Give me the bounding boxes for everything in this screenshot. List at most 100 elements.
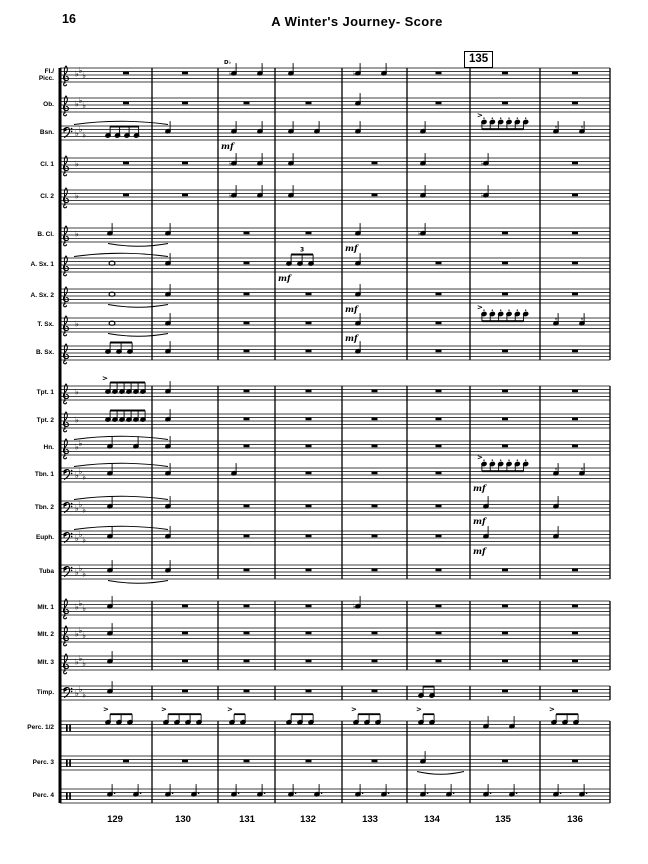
svg-text:♭: ♭ (229, 70, 232, 78)
staff-tpt-2: ♭ (60, 409, 610, 433)
staff-fl-picc: ♭ ♭♭D♭♭ ♭ (60, 60, 610, 87)
svg-text:♭: ♭ (82, 535, 86, 544)
svg-text:♭: ♭ (481, 192, 484, 200)
svg-text:♭: ♭ (79, 654, 83, 663)
svg-text:mf: mf (473, 547, 487, 557)
svg-text:3: 3 (300, 247, 304, 254)
svg-text:>: > (416, 706, 422, 714)
svg-text:♭: ♭ (75, 160, 79, 169)
svg-text:>: > (351, 706, 357, 714)
svg-text:mf: mf (473, 484, 487, 494)
measure-number-131: 131 (239, 814, 255, 825)
svg-text:D♭: D♭ (224, 60, 232, 66)
svg-text:>: > (477, 454, 483, 462)
staff-euph: ♭ ♭♭ mf (60, 525, 610, 557)
svg-text:♭: ♭ (75, 534, 79, 543)
staff-mlt-1: ♭ ♭♭ ♭ (60, 596, 610, 620)
svg-text:mf: mf (473, 517, 487, 527)
svg-text:♭: ♭ (79, 125, 83, 134)
svg-text:♭: ♭ (75, 416, 79, 425)
svg-text:mf: mf (345, 244, 359, 254)
staff-label-tbn-1: Tbn. 1 (34, 471, 54, 479)
score-title: A Winter's Journey- Score (271, 14, 443, 29)
staff-perc-1-2: > > > > > > (60, 706, 610, 736)
staff-label-mlt-3: Mlt. 3 (37, 659, 54, 667)
svg-text:♭: ♭ (82, 690, 86, 699)
staff-label-a-sx-1: A. Sx. 1 (30, 261, 54, 269)
staff-label-euph: Euph. (35, 534, 54, 542)
svg-text:♭: ♭ (75, 630, 79, 639)
svg-text:♭: ♭ (75, 388, 79, 397)
staff-a-sx-2: mf (60, 284, 610, 315)
staff-perc-4 (60, 784, 610, 804)
staff-label-mlt-2: Mlt. 2 (37, 631, 54, 639)
svg-text:♭: ♭ (82, 472, 86, 481)
staff-label-perc-4: Perc. 4 (32, 792, 54, 800)
svg-text:>: > (477, 304, 483, 312)
svg-text:>: > (477, 112, 483, 120)
svg-text:♭: ♭ (79, 467, 83, 476)
staff-label-tbn-2: Tbn. 2 (34, 504, 54, 512)
svg-text:♭: ♭ (82, 569, 86, 578)
staff-tuba: ♭ ♭♭ (60, 560, 610, 584)
staff-label-cl-1: Cl. 1 (40, 161, 54, 169)
svg-text:mf: mf (221, 142, 235, 152)
measure-number-129: 129 (107, 814, 123, 825)
staff-a-sx-1: 3 mf (60, 247, 610, 284)
staff-timp: ♭ ♭♭ (60, 681, 610, 701)
svg-text:♭: ♭ (82, 659, 86, 668)
staff-mlt-3: ♭ ♭♭ (60, 651, 610, 675)
staff-label-b-cl: B. Cl. (37, 231, 54, 239)
staff-t-sx: ♭ mf > (60, 304, 610, 344)
svg-text:♭: ♭ (229, 192, 232, 200)
staff-label-cl-2: Cl. 2 (40, 193, 54, 201)
staff-label-ob: Ob. (43, 101, 54, 109)
svg-text:♭: ♭ (82, 101, 86, 110)
svg-text:♭: ♭ (82, 71, 86, 80)
svg-text:♭: ♭ (82, 604, 86, 613)
staff-label-fl-picc: Fl./ Picc. (38, 67, 54, 82)
staff-hn: ♭ ♭ (60, 435, 610, 460)
svg-text:♭: ♭ (79, 66, 83, 75)
svg-text:♭: ♭ (79, 599, 83, 608)
staff-tpt-1: ♭> (60, 375, 610, 405)
svg-text:♭: ♭ (79, 96, 83, 105)
svg-text:mf: mf (345, 305, 359, 315)
svg-text:mf: mf (345, 334, 359, 344)
staff-label-a-sx-2: A. Sx. 2 (30, 292, 54, 300)
staff-label-bsn: Bsn. (39, 129, 54, 137)
svg-text:♭: ♭ (82, 631, 86, 640)
page-number: 16 (62, 12, 76, 26)
svg-text:>: > (102, 375, 108, 383)
staff-label-tpt-2: Tpt. 2 (36, 417, 54, 425)
measure-number-130: 130 (175, 814, 191, 825)
staff-label-tuba: Tuba (38, 568, 54, 576)
staff-label-mlt-1: Mlt. 1 (37, 604, 54, 612)
svg-text:♭: ♭ (79, 530, 83, 539)
svg-text:♭: ♭ (75, 603, 79, 612)
staff-label-perc-1-2: Perc. 1/2 (27, 724, 54, 732)
svg-text:♭: ♭ (82, 130, 86, 139)
svg-text:♭: ♭ (79, 626, 83, 635)
svg-text:♭: ♭ (75, 192, 79, 201)
staff-cl-2: ♭ ♭ ♭ (60, 185, 610, 209)
staff-b-cl: ♭ mf ♭ (60, 223, 610, 254)
staff-mlt-2: ♭ ♭♭ (60, 623, 610, 647)
staff-ob: ♭ ♭♭ (60, 93, 610, 117)
svg-text:♭: ♭ (229, 160, 232, 168)
svg-text:♭: ♭ (353, 70, 356, 78)
svg-text:♭: ♭ (75, 504, 79, 513)
staff-label-b-sx: B. Sx. (35, 349, 54, 357)
svg-text:♭: ♭ (75, 658, 79, 667)
svg-text:>: > (161, 706, 167, 714)
svg-text:♭: ♭ (75, 320, 79, 329)
measure-number-134: 134 (424, 814, 440, 825)
svg-text:♭: ♭ (418, 230, 421, 238)
svg-text:♭: ♭ (75, 230, 79, 239)
rehearsal-mark: 135 (464, 51, 494, 68)
measure-number-133: 133 (362, 814, 378, 825)
measure-number-135: 135 (495, 814, 511, 825)
staff-tbn-2: ♭ ♭♭ mf (60, 495, 610, 527)
staff-perc-3 (60, 751, 610, 775)
